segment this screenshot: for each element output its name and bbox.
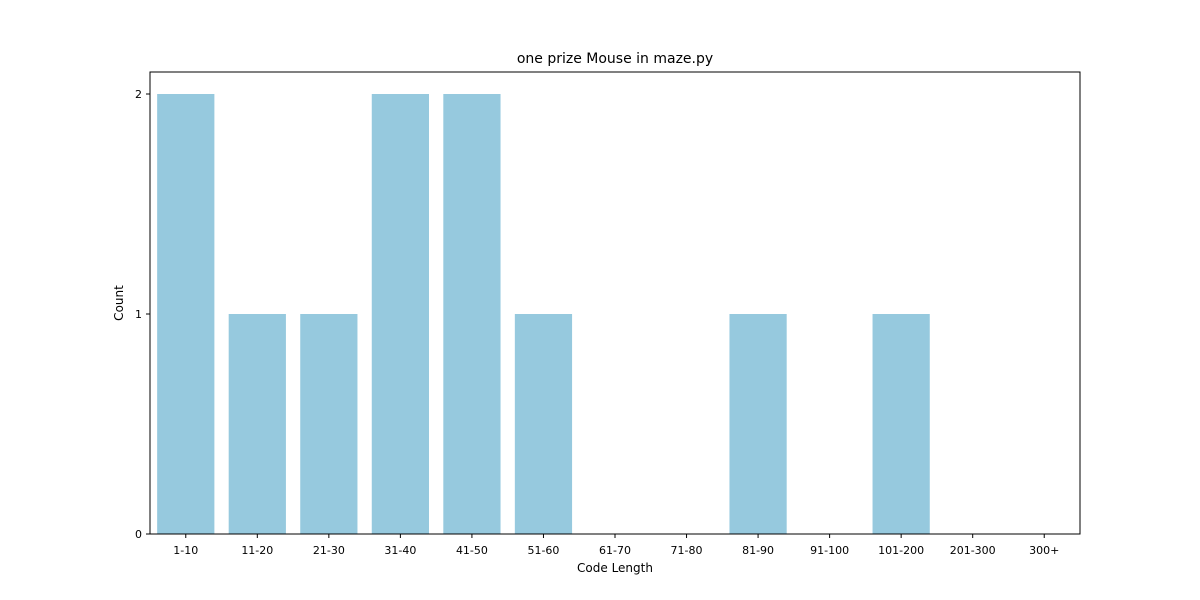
bar-51-60 xyxy=(515,314,572,534)
x-axis: 1-10 11-20 21-30 31-40 41-50 51-60 61-70 71-80 8… xyxy=(173,534,1059,557)
x-tick-label: 41-50 xyxy=(456,544,488,557)
x-tick-label: 1-10 xyxy=(173,544,198,557)
bar-81-90 xyxy=(729,314,786,534)
bar-41-50 xyxy=(443,94,500,534)
x-tick-label: 300+ xyxy=(1029,544,1059,557)
y-tick-label: 0 xyxy=(135,528,142,541)
bar-101-200 xyxy=(873,314,930,534)
plot-frame xyxy=(150,72,1080,534)
x-tick-label: 71-80 xyxy=(671,544,703,557)
x-tick-label: 101-200 xyxy=(878,544,924,557)
y-axis-label: Count xyxy=(112,285,126,321)
bar-31-40 xyxy=(372,94,429,534)
bar-21-30 xyxy=(300,314,357,534)
bar-1-10 xyxy=(157,94,214,534)
y-tick-label: 2 xyxy=(135,88,142,101)
x-tick-label: 81-90 xyxy=(742,544,774,557)
x-tick-label: 51-60 xyxy=(527,544,559,557)
chart-title: one prize Mouse in maze.py xyxy=(517,51,713,67)
x-tick-label: 11-20 xyxy=(241,544,273,557)
bars-layer xyxy=(157,94,930,534)
y-axis: 0 1 2 xyxy=(135,88,150,541)
y-tick-label: 1 xyxy=(135,308,142,321)
x-tick-label: 61-70 xyxy=(599,544,631,557)
x-tick-label: 201-300 xyxy=(950,544,996,557)
x-tick-label: 21-30 xyxy=(313,544,345,557)
x-tick-label: 91-100 xyxy=(810,544,849,557)
x-tick-label: 31-40 xyxy=(384,544,416,557)
bar-11-20 xyxy=(229,314,286,534)
x-axis-label: Code Length xyxy=(577,561,653,575)
